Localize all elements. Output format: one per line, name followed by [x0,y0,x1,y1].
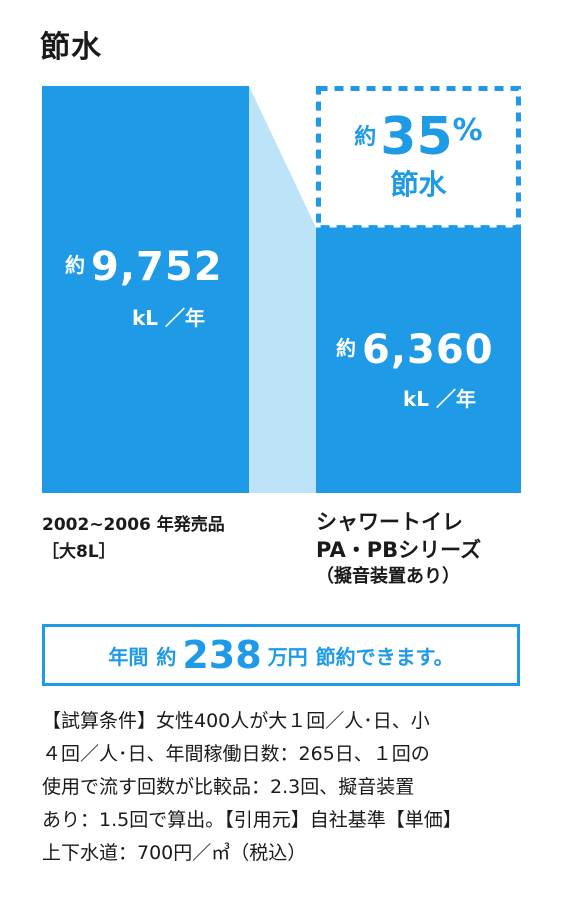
saving-callout: 約35% 節水 [316,86,521,224]
saving-prefix: 約 [354,125,377,150]
bar-old-number: 9,752 [91,244,223,290]
note-line: 上下水道：700円／㎥（税込） [42,842,307,864]
bar-old-unit: kL ／年 [132,306,206,330]
test-conditions-notes: 【試算条件】女性400人が大１回／人･日、小 ４回／人･日、年間稼働日数：265… [42,705,532,870]
saving-dashed-frame [316,86,521,231]
annual-pre1: 年間 [108,644,149,669]
bar-old-model [42,86,249,493]
bar-new-unit: kL ／年 [403,387,477,411]
bar-old-prefix: 約 [65,253,85,277]
note-line: 【試算条件】女性400人が大１回／人･日、小 [42,710,430,732]
note-line: 使用で流す回数が比較品：2.3回、擬音装置 [42,776,415,798]
bar-new-prefix: 約 [336,336,356,360]
annual-savings-box: 年間 約 238 万円 節約できます。 [42,624,520,686]
bar-new-number: 6,360 [362,327,494,373]
bar-old-value: 約 9,752 [65,244,223,290]
category-new-line2: PA・PBシリーズ [316,538,482,562]
saving-label: 節水 [390,168,447,201]
category-new-line1: シャワートイレ [316,510,463,534]
page-title: 節水 [40,30,102,65]
category-new-line3: （擬音装置あり） [316,566,460,587]
annual-post: 節約できます。 [315,644,454,669]
annual-pre2: 約 [156,644,177,669]
category-label-old: 2002~2006 年発売品 ［大8L］ [42,512,225,566]
saving-percent: 約35% [354,107,482,167]
bar-new-model [316,227,521,493]
water-saving-chart [42,86,521,493]
bar-new-value: 約 6,360 [336,327,494,373]
category-old-line2: ［大8L］ [42,542,116,562]
category-old-line1: 2002~2006 年発売品 [42,515,225,535]
note-line: ４回／人･日、年間稼働日数：265日、１回の [42,743,430,765]
note-line: あり：1.5回で算出。【引用元】自社基準【単価】 [42,809,462,831]
annual-unit: 万円 [267,644,308,669]
saving-number: 35 [380,107,453,167]
annual-value: 238 [182,633,262,677]
bar-connector [249,86,316,493]
saving-percent-sign: % [452,113,483,148]
category-label-new: シャワートイレ PA・PBシリーズ （擬音装置あり） [316,508,481,590]
